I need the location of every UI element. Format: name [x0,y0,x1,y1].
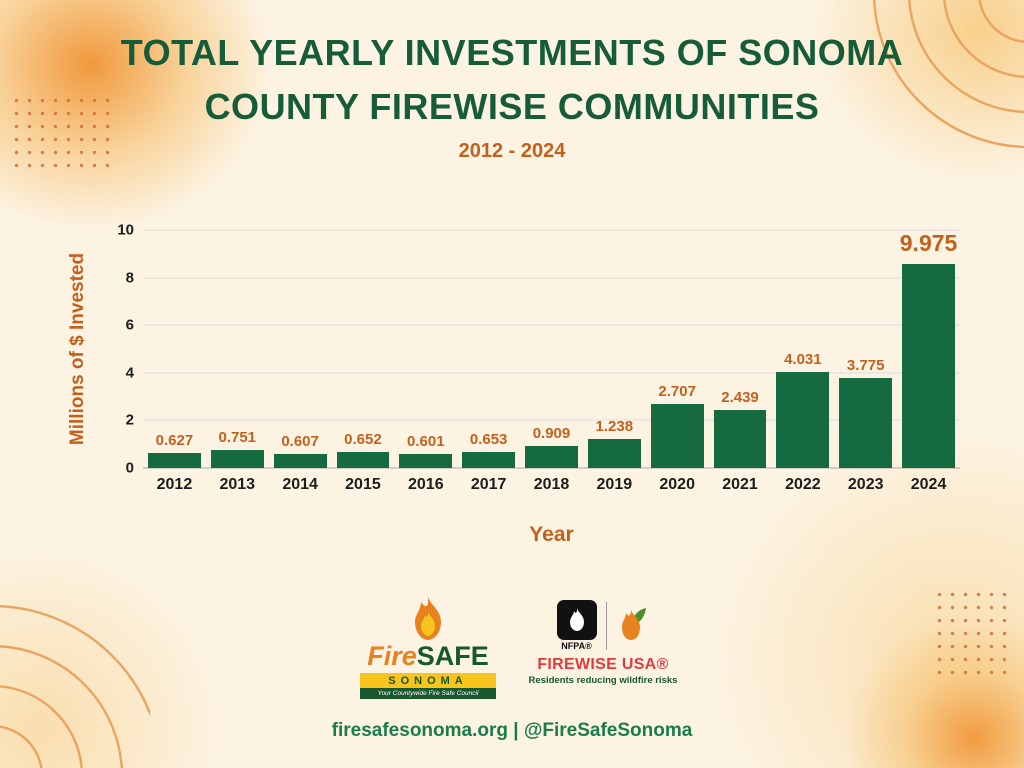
y-tick-label: 2 [125,411,134,429]
bar [525,446,578,468]
x-tick-label: 2024 [910,476,947,493]
bar-slot: 3.775 [834,230,897,468]
bar-value-label: 2.439 [721,388,759,406]
gridline [143,229,960,231]
bar [776,372,830,468]
bar-slot: 0.652 [332,230,395,468]
bar-value-label: 2.707 [658,382,696,400]
bar-slot: 0.909 [520,230,583,468]
firesafe-sonoma-logo: FireSAFE SONOMA Your Countywide Fire Saf… [360,596,496,699]
bar-value-label: 0.909 [532,425,571,443]
bar-value-label: 4.031 [784,351,822,369]
gridline [143,324,960,326]
bar-slot: 4.031 [771,230,834,468]
chart-title: TOTAL YEARLY INVESTMENTS OF SONOMA COUNT… [0,26,1024,134]
firesafe-sonoma-band: SONOMA [360,673,496,688]
x-tick-label: 2022 [785,476,821,493]
bar-value-label: 0.652 [344,431,382,449]
chart-subtitle: 2012 - 2024 [458,140,566,162]
y-tick-label: 10 [117,221,134,239]
bar-value-label: 3.775 [846,357,885,375]
bar-slot: 9.975 [897,230,960,468]
bar [148,453,201,468]
x-tick-label: 2018 [533,476,570,493]
x-tick-label: 2016 [408,476,444,493]
bar-slot: 1.238 [583,230,646,468]
bar-value-label: 1.238 [595,417,634,435]
firewise-leaf-icon [621,607,646,640]
firewise-usa-logo: NFPA® FIREWISE USA® Residents reducing w… [522,600,684,686]
chart-title-line-1: TOTAL YEARLY INVESTMENTS OF SONOMA [120,32,904,73]
nfpa-flame-icon [556,600,597,640]
firesafe-word-fire: Fire [367,641,417,671]
bar [273,453,327,468]
bar [462,452,516,468]
bar-value-label: 0.751 [218,429,257,447]
flame-icon [360,596,496,642]
footer-links: firesafesonoma.org | @FireSafeSonoma [331,720,693,741]
chart-title-line-2: COUNTY FIREWISE COMMUNITIES [204,86,820,127]
bar [902,264,955,468]
x-tick-label: 2015 [345,476,381,493]
firesafe-word-safe: SAFE [416,641,489,671]
firewise-logo-top-row: NFPA® [522,600,684,651]
y-tick-label: 0 [125,459,134,477]
x-tick-label: 2013 [219,476,256,493]
x-tick-label: 2014 [282,476,318,493]
firesafe-wordmark: FireSAFE [360,643,496,670]
bar [399,453,453,468]
bar-slot: 2.707 [646,230,709,468]
bar [713,409,767,468]
bar-value-label: 0.601 [407,432,445,450]
bar [587,438,641,468]
gridline [143,277,960,279]
gridline [143,467,960,469]
bars-row: 0.627 0.751 0.607 0.652 0.601 0.653 0.909 1.238… [143,230,960,468]
bar-slot: 2.439 [709,230,772,468]
gridlines [143,229,960,469]
x-tick-label: 2023 [847,476,884,493]
firesafe-tagline: Your Countywide Fire Safe Council [360,688,496,699]
x-tick-label: 2021 [722,476,758,493]
x-axis-title: Year [529,523,574,546]
bar-slot: 0.601 [394,230,457,468]
gridline [143,419,960,421]
x-labels-row: 2012 2013 2014 2015 2016 2017 2018 2019 2020 2021… [143,476,960,494]
x-tick-label: 2019 [596,476,633,493]
bar-value-label: 0.627 [155,432,194,450]
y-axis-title: Millions of $ Invested [67,252,88,446]
y-tick-label: 6 [125,316,134,334]
y-axis-labels: 0 2 4 6 8 10 [98,222,134,477]
firewise-tagline: Residents reducing wildfire risks [528,675,678,686]
gridline [143,372,960,374]
nfpa-logo: NFPA® [556,600,597,651]
firewise-title: FIREWISE USA® [537,656,669,673]
bar-slot: 0.653 [457,230,520,468]
bar-slot: 0.751 [206,230,269,468]
y-tick-label: 4 [125,364,134,382]
bar [210,450,264,468]
x-tick-label: 2012 [156,476,193,493]
logo-divider [605,601,607,650]
bar [650,403,704,468]
bar-slot: 0.627 [143,230,206,468]
dots-pattern-bottom-right [933,588,1012,674]
bar-value-label: 9.975 [899,230,958,256]
x-tick-label: 2017 [470,476,507,493]
bar-value-label: 0.607 [281,432,319,450]
bar-value-label: 0.653 [469,431,508,449]
nfpa-label: NFPA® [561,641,592,651]
bar [839,378,893,468]
bar-slot: 0.607 [269,230,332,468]
y-tick-label: 8 [125,269,134,287]
plot-area: 0.627 0.751 0.607 0.652 0.601 0.653 0.909 1.238… [143,229,960,469]
corner-gradient-bottom-right-blob [844,618,1024,768]
bar [336,452,390,468]
x-tick-label: 2020 [659,476,695,493]
